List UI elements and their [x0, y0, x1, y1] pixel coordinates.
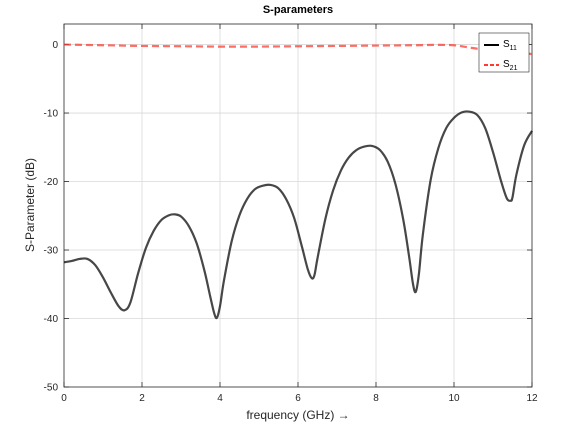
legend-label-sub: 11 [510, 45, 517, 52]
legend-label-s11: S11 [503, 39, 517, 52]
x-tick-label: 2 [139, 393, 145, 404]
x-axis-label: frequency (GHz) → [246, 408, 349, 422]
series-line-s11 [63, 110, 533, 320]
legend-label-s21: S21 [503, 59, 518, 72]
y-tick-label: -50 [44, 383, 59, 394]
x-tick-label: 10 [448, 393, 460, 404]
y-tick-label: -20 [44, 177, 59, 188]
y-tick-label: -10 [44, 109, 59, 120]
y-tick-label: 0 [52, 40, 58, 51]
x-tick-label: 6 [295, 393, 301, 404]
y-tick-label: -30 [44, 246, 59, 257]
x-tick-label: 8 [373, 393, 379, 404]
x-tick-label: 4 [217, 393, 223, 404]
legend-label-main: S [503, 59, 510, 70]
y-tick-label: -40 [44, 314, 59, 325]
axis-ticks: 0 2 4 6 8 10 12 -50 -40 -30 -20 -10 0 [44, 24, 538, 404]
x-tick-label: 0 [61, 393, 67, 404]
legend-label-main: S [503, 39, 510, 50]
series-line-s21 [63, 43, 533, 56]
x-tick-label: 12 [526, 393, 538, 404]
series-layer [63, 43, 533, 320]
y-axis-label: S-Parameter (dB) [23, 158, 37, 252]
legend-label-sub: 21 [510, 65, 518, 72]
chart-title: S-parameters [263, 4, 333, 16]
